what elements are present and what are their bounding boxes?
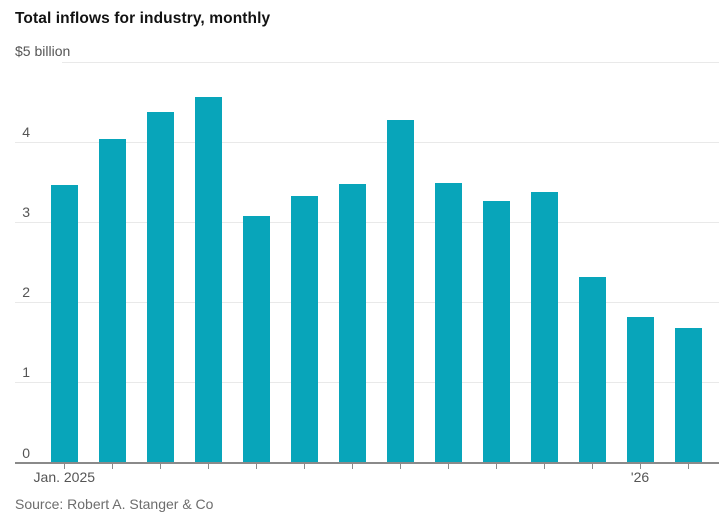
x-axis-tick-11 [543, 463, 545, 469]
chart-title: Total inflows for industry, monthly [15, 10, 271, 27]
bar-feb-2026 [674, 327, 702, 463]
x-axis-tick-9 [447, 463, 449, 469]
y-axis-label-1: 1 [22, 364, 30, 381]
bar-may-2025 [242, 216, 270, 463]
x-axis-tick-3 [159, 463, 161, 469]
x-axis-label-jan-2025: Jan. 2025 [33, 468, 96, 485]
x-axis-tick-2 [111, 463, 113, 469]
bar-april-2025 [194, 96, 222, 463]
x-axis-tick-13 [639, 463, 641, 469]
gridline-y5 [62, 61, 719, 63]
bar-aug-2025 [386, 120, 414, 463]
x-axis-tick-5 [255, 463, 257, 469]
bar-march-2025 [146, 112, 174, 463]
x-axis-tick-12 [591, 463, 593, 469]
x-axis-tick-1 [63, 463, 65, 469]
y-axis-label-0: 0 [22, 444, 30, 461]
x-axis-tick-7 [351, 463, 353, 469]
gridline-y2 [15, 302, 719, 304]
bar-oct-2025 [482, 201, 510, 463]
bar-nov-2025 [530, 192, 558, 463]
x-axis-line [15, 461, 719, 464]
y-axis-label-3: 3 [22, 203, 30, 220]
bar-july-2025 [338, 184, 366, 463]
bar-dec-2025 [578, 277, 606, 463]
bar-june-2025 [290, 196, 318, 463]
x-axis-label--26: '26 [630, 468, 650, 485]
x-axis-tick-8 [399, 463, 401, 469]
x-axis-tick-14 [687, 463, 689, 469]
y-axis-unit-label: $5 billion [15, 43, 71, 59]
bar-sept-2025 [434, 182, 462, 463]
gridline-y3 [15, 221, 719, 223]
y-axis-label-2: 2 [22, 284, 30, 301]
gridline-y4 [15, 141, 719, 143]
y-axis-label-4: 4 [22, 123, 30, 140]
bar-feb-2025 [98, 139, 126, 463]
x-axis-tick-6 [303, 463, 305, 469]
x-axis-tick-10 [495, 463, 497, 469]
bar-jan-2025 [50, 185, 78, 463]
source-note: Source: Robert A. Stanger & Co [15, 496, 214, 512]
gridline-y1 [15, 382, 719, 384]
x-axis-tick-4 [207, 463, 209, 469]
bar-jan-2026 [626, 317, 654, 463]
